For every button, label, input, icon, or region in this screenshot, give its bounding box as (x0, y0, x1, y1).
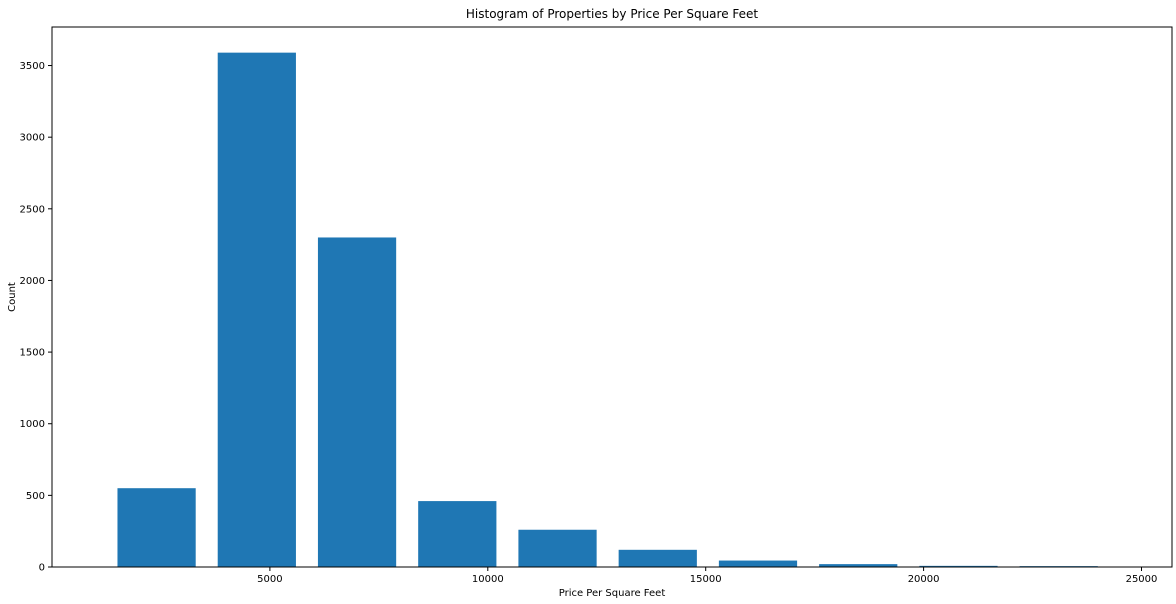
y-tick-label: 0 (39, 563, 45, 574)
plot-frame (51, 26, 1173, 568)
y-tick-label: 3500 (20, 61, 45, 72)
histogram-bar (618, 549, 697, 567)
x-tick-label: 10000 (472, 574, 504, 585)
histogram-bar (518, 529, 597, 567)
x-tick-label: 25000 (1126, 574, 1158, 585)
chart-title: Histogram of Properties by Price Per Squ… (466, 7, 759, 21)
y-axis-label: Count (7, 282, 18, 312)
x-axis-ticks: 5000 10000 15000 20000 25000 (257, 567, 1157, 585)
y-tick-label: 2500 (20, 204, 45, 215)
x-axis-label: Price Per Square Feet (559, 588, 666, 599)
y-axis-ticks: 0 500 1000 1500 2000 2500 3000 3500 (20, 61, 52, 574)
histogram-bar (819, 564, 898, 567)
x-tick-label: 20000 (908, 574, 940, 585)
y-tick-label: 1500 (20, 348, 45, 359)
x-tick-label: 5000 (257, 574, 282, 585)
histogram-bar (919, 565, 998, 567)
histogram-bar (317, 237, 397, 567)
histogram-bar (718, 560, 798, 567)
y-tick-label: 1000 (20, 419, 45, 430)
y-tick-label: 500 (26, 491, 45, 502)
histogram-bar (117, 488, 196, 567)
x-tick-label: 15000 (690, 574, 722, 585)
histogram-bar (217, 52, 296, 567)
y-tick-label: 3000 (20, 133, 45, 144)
bars-layer (117, 52, 1098, 567)
histogram-bar (418, 501, 497, 567)
y-tick-label: 2000 (20, 276, 45, 287)
